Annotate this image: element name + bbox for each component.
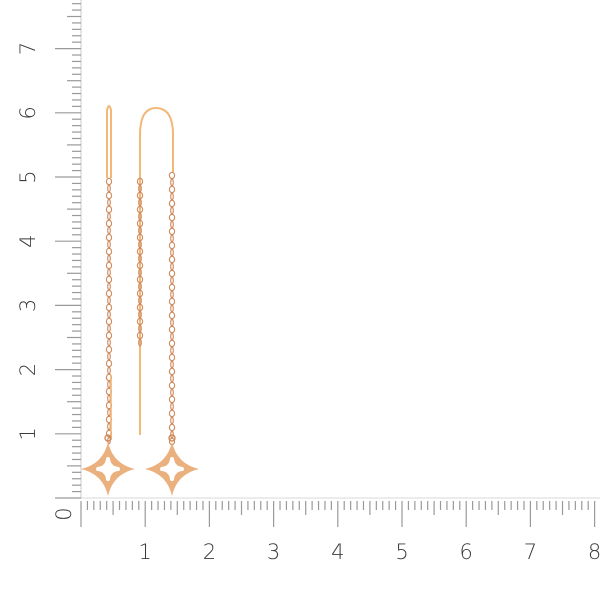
vertical-ruler-label: 0 — [52, 507, 76, 520]
vertical-ruler-label: 3 — [16, 299, 40, 312]
vertical-ruler-label: 1 — [16, 427, 40, 440]
vertical-ruler-label: 4 — [16, 235, 40, 248]
right-threader-wire — [139, 106, 174, 435]
horizontal-ruler — [80, 497, 600, 527]
vertical-ruler-label: 2 — [16, 363, 40, 376]
horizontal-ruler-label: 5 — [395, 540, 408, 564]
left-star-pendant — [81, 434, 135, 496]
horizontal-ruler-label: 4 — [331, 540, 344, 564]
right-inner-chain — [136, 177, 144, 347]
earrings — [81, 105, 199, 496]
left-threader-wire — [106, 105, 112, 178]
right-star-pendant — [145, 434, 199, 496]
vertical-ruler — [55, 0, 82, 499]
horizontal-ruler-label: 6 — [460, 540, 473, 564]
right-chain — [168, 171, 176, 446]
horizontal-ruler-label: 1 — [139, 540, 152, 564]
left-chain — [105, 177, 113, 445]
horizontal-ruler-label: 2 — [203, 540, 216, 564]
vertical-ruler-label: 5 — [16, 170, 40, 183]
horizontal-ruler-label: 3 — [267, 540, 280, 564]
horizontal-ruler-label: 7 — [524, 540, 537, 564]
vertical-ruler-labels: 0 1 2 3 4 5 6 7 — [16, 42, 76, 521]
vertical-ruler-label: 7 — [16, 42, 40, 55]
horizontal-ruler-labels: 1 2 3 4 5 6 7 8 — [139, 540, 600, 564]
horizontal-ruler-label: 8 — [588, 540, 600, 564]
vertical-ruler-label: 6 — [16, 106, 40, 119]
